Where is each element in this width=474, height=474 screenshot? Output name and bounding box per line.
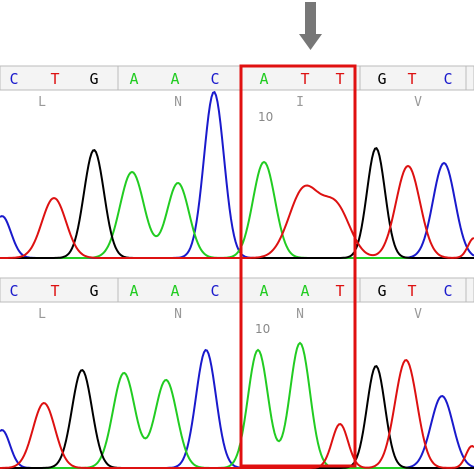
bottom-base-1: C	[9, 282, 18, 300]
bottom-position-label: 10	[255, 322, 270, 336]
bottom-base-10: G	[377, 282, 386, 300]
top-base-10: G	[377, 70, 386, 88]
bottom-base-2: T	[50, 282, 59, 300]
top-trace-t	[0, 164, 474, 259]
bottom-codon-2: N	[174, 307, 182, 322]
bottom-codon-4: V	[414, 307, 422, 322]
top-base-1: C	[9, 70, 18, 88]
top-base-12: C	[443, 70, 452, 88]
top-position-label: 10	[258, 110, 273, 124]
down-arrow-icon	[299, 2, 322, 50]
bottom-trace-a	[0, 341, 474, 469]
top-base-9: T	[335, 70, 344, 88]
top-base-5: A	[170, 70, 179, 88]
top-base-4: A	[129, 70, 138, 88]
bottom-base-4: A	[129, 282, 138, 300]
top-base-11: T	[407, 70, 416, 88]
bottom-codon-1: L	[38, 307, 46, 322]
top-codon-1: L	[38, 95, 46, 110]
bottom-base-12: C	[443, 282, 452, 300]
top-base-2: T	[50, 70, 59, 88]
top-base-6: C	[210, 70, 219, 88]
bottom-base-7: A	[259, 282, 268, 300]
bottom-sequence-bar	[0, 277, 474, 303]
top-sequence-bar	[0, 65, 474, 91]
bottom-codon-3: N	[296, 307, 304, 322]
top-codon-4: V	[414, 95, 422, 110]
top-trace-a	[0, 160, 474, 259]
mutation-highlight-box	[239, 64, 357, 468]
bottom-base-6: C	[210, 282, 219, 300]
bottom-base-5: A	[170, 282, 179, 300]
top-traces	[0, 90, 474, 259]
top-codon-2: N	[174, 95, 182, 110]
bottom-trace-t	[0, 359, 474, 469]
top-base-8: T	[300, 70, 309, 88]
bottom-base-3: G	[89, 282, 98, 300]
bottom-traces	[0, 341, 474, 469]
bottom-base-11: T	[407, 282, 416, 300]
bottom-base-8: A	[300, 282, 309, 300]
top-base-3: G	[89, 70, 98, 88]
top-base-7: A	[259, 70, 268, 88]
top-trace-g	[0, 146, 474, 259]
bottom-track: C T G A A C A A T G T C L N N V 10	[0, 277, 474, 469]
bottom-base-9: T	[335, 282, 344, 300]
top-track: C T G A A C A T T G T C L N I V 10	[0, 65, 474, 259]
top-codon-3: I	[296, 95, 304, 110]
